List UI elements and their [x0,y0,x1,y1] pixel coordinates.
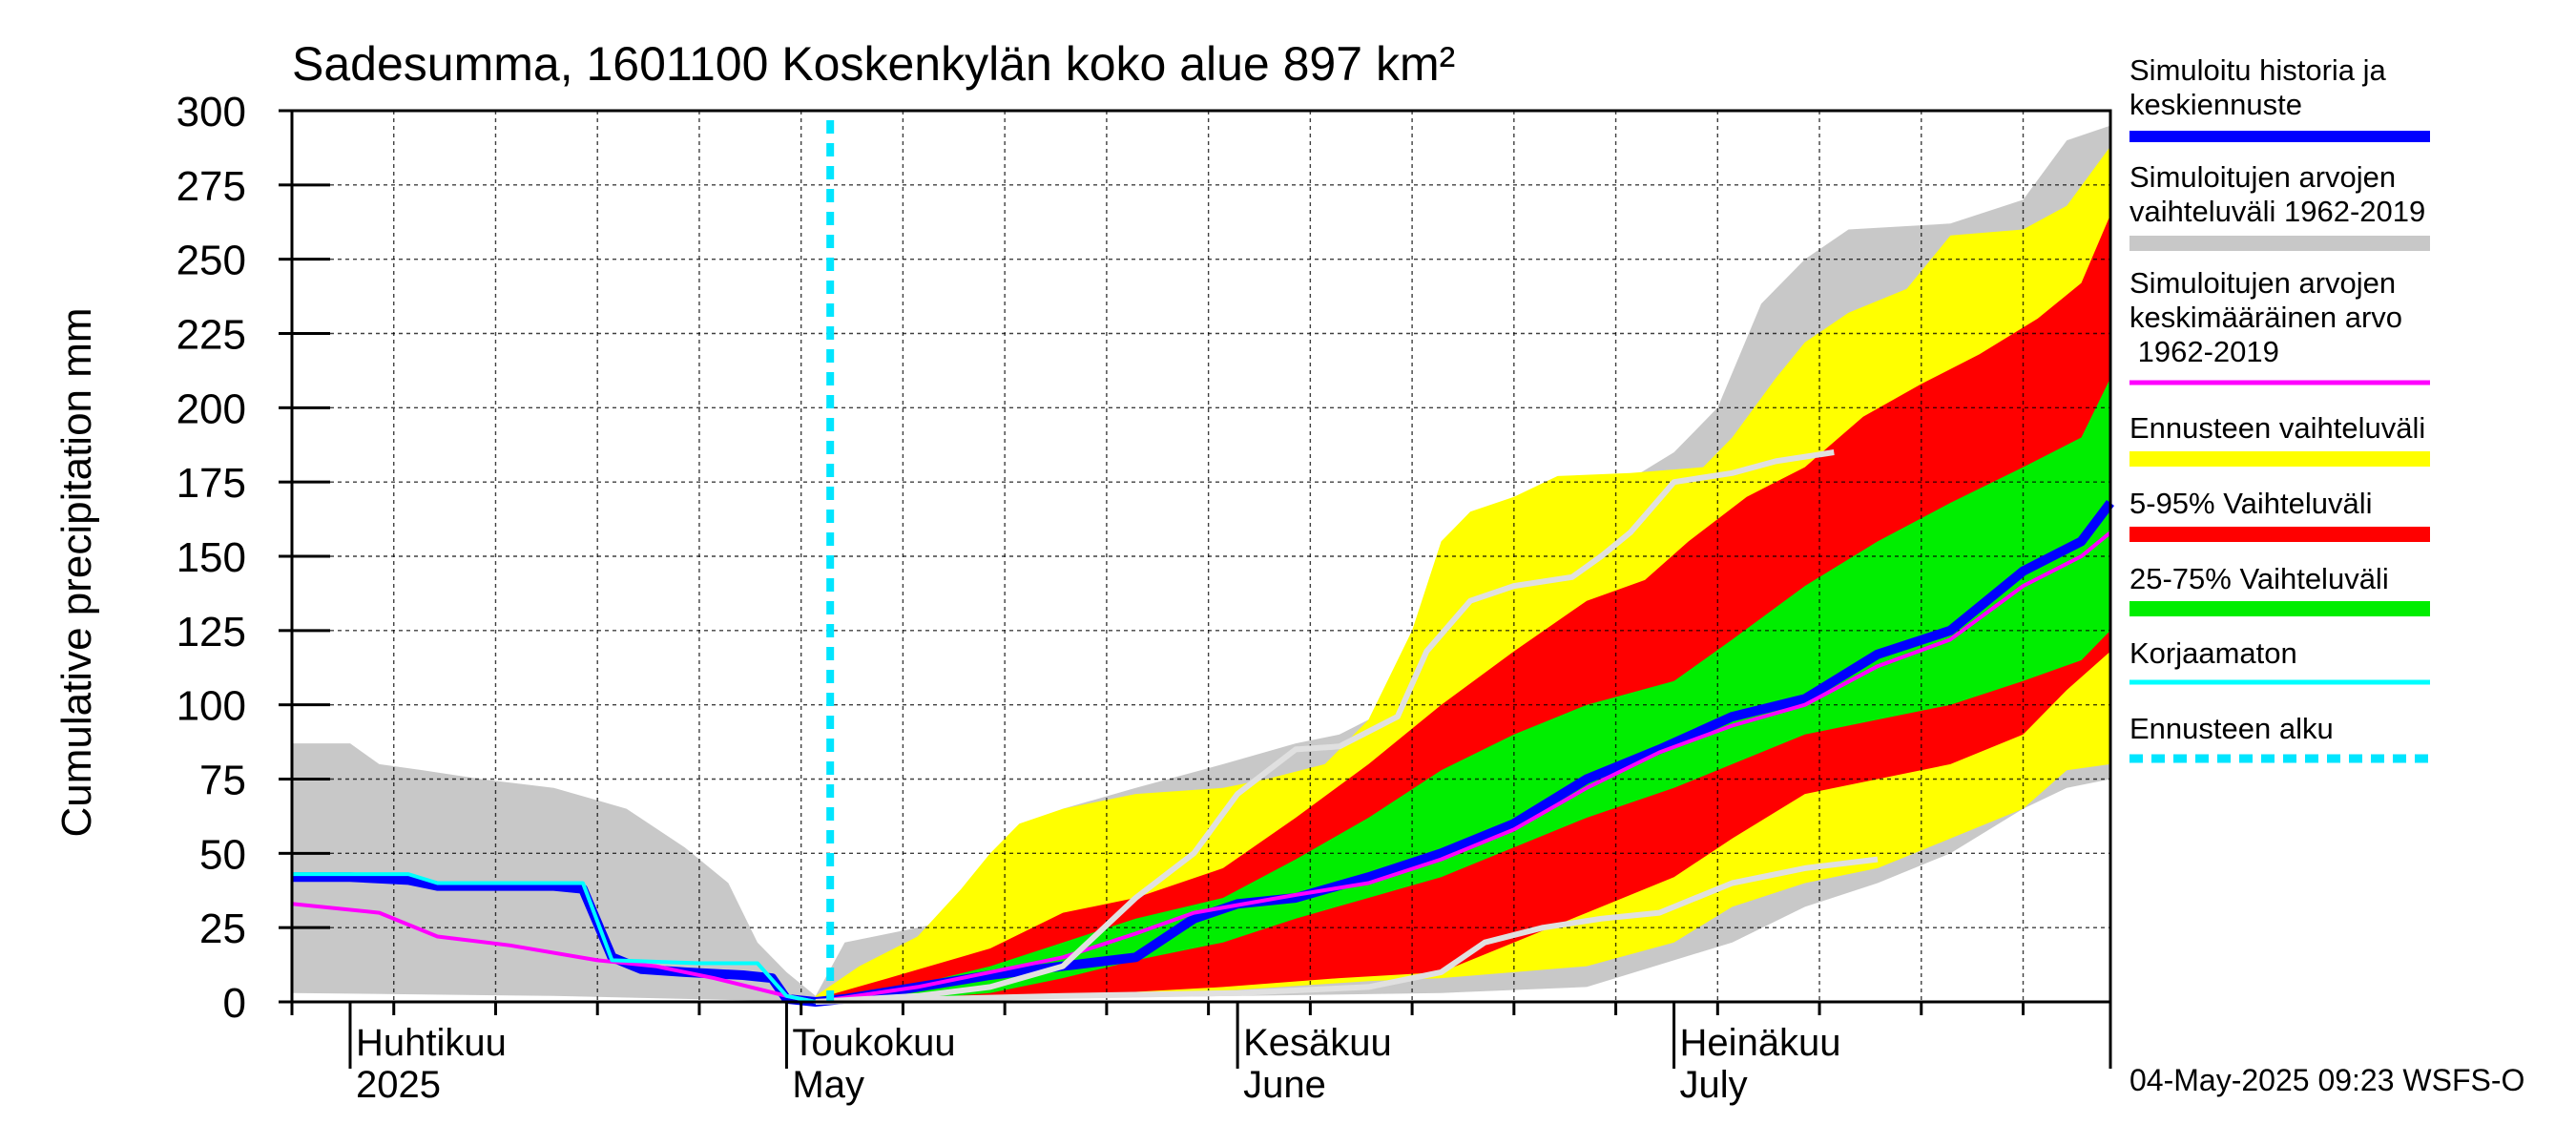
y-tick-label: 200 [177,385,246,432]
legend-label: 25-75% Vaihteluväli [2129,562,2389,595]
chart-axes: 0 25 50 75 100 125 150 175 200 225 250 275 300 Huhtik… [177,89,2112,1106]
legend-label: Ennusteen vaihteluväli [2129,411,2425,445]
x-month-sublabel: 2025 [356,1064,441,1106]
x-month-label: Kesäkuu [1243,1022,1392,1064]
legend-label-line: Ennusteen vaihteluväli [2129,411,2425,445]
legend-label-line: Korjaamaton [2129,636,2297,670]
y-tick-label: 175 [177,460,246,507]
y-tick-label: 275 [177,163,246,210]
legend-label: Ennusteen alku [2129,712,2334,745]
legend-label: Korjaamaton [2129,636,2297,670]
legend-label: Simuloitujen arvojen keskimääräinen arvo … [2129,266,2402,368]
x-month-sublabel: July [1680,1064,1748,1106]
chart-legend: Simuloitu historia ja keskiennusteSimuloi… [2129,53,2430,763]
timestamp: 04-May-2025 09:23 WSFS-O [2129,1063,2524,1097]
y-tick-label: 50 [199,831,246,878]
legend-label-line: Simuloitujen arvojen [2129,266,2396,300]
series-line [292,872,817,1004]
y-tick-label: 250 [177,238,246,284]
band-p5_95 [815,215,2110,1002]
legend-label-line: keskimääräinen arvo [2129,301,2402,334]
y-tick-label: 0 [223,980,246,1027]
y-tick-label: 75 [199,758,246,804]
legend-label-line: 5-95% Vaihteluväli [2129,487,2372,520]
x-month-label: Toukokuu [792,1022,955,1064]
y-tick-label: 225 [177,312,246,359]
legend-label: 5-95% Vaihteluväli [2129,487,2372,520]
y-axis-label: Cumulative precipitation mm [53,307,100,837]
series-line [815,856,1879,1005]
chart-title: Sadesumma, 1601100 Koskenkylän koko alue… [292,37,1455,91]
legend-label-line: vaihteluväli 1962-2019 [2129,195,2425,228]
y-tick-label: 150 [177,534,246,581]
legend-label: Simuloitu historia ja keskiennuste [2129,53,2387,121]
y-tick-label: 125 [177,609,246,656]
series-line [815,449,1835,1005]
x-month-sublabel: June [1243,1064,1326,1106]
legend-label-line: Simuloitujen arvojen [2129,160,2396,194]
legend-label-line: Ennusteen alku [2129,712,2334,745]
y-tick-label: 100 [177,683,246,730]
legend-label-line: keskiennuste [2129,88,2302,121]
y-tick-label: 300 [177,89,246,135]
band-p25_75 [815,378,2110,1002]
chart-grid [291,110,2110,1003]
x-month-label: Huhtikuu [356,1022,507,1064]
chart-lines [291,120,2114,1007]
y-tick-label: 25 [199,906,246,952]
legend-label-line: 1962-2019 [2129,335,2279,368]
x-month-label: Heinäkuu [1680,1022,1841,1064]
x-month-sublabel: May [792,1064,864,1106]
legend-label-line: Simuloitu historia ja [2129,53,2387,87]
legend-label: Simuloitujen arvojen vaihteluväli 1962-20… [2129,160,2425,228]
legend-label-line: 25-75% Vaihteluväli [2129,562,2389,595]
